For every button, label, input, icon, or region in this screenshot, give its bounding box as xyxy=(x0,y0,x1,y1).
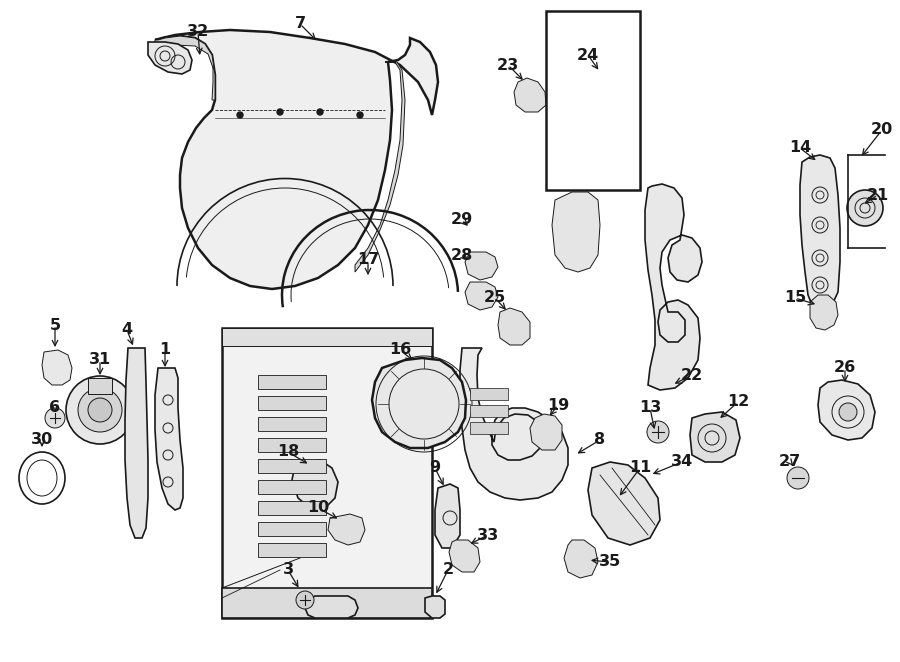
Text: 28: 28 xyxy=(451,248,473,263)
Polygon shape xyxy=(148,42,192,74)
Text: 2: 2 xyxy=(443,563,454,577)
Text: 1: 1 xyxy=(159,342,171,357)
Text: 27: 27 xyxy=(778,455,801,469)
Text: 31: 31 xyxy=(89,352,111,367)
Polygon shape xyxy=(465,282,498,310)
Text: 16: 16 xyxy=(389,342,411,357)
Circle shape xyxy=(839,403,857,421)
Polygon shape xyxy=(595,484,628,522)
Circle shape xyxy=(88,398,112,422)
Text: 14: 14 xyxy=(789,140,811,156)
Polygon shape xyxy=(88,378,112,394)
Circle shape xyxy=(317,109,323,115)
Circle shape xyxy=(66,376,134,444)
Circle shape xyxy=(237,112,243,118)
Text: 30: 30 xyxy=(31,432,53,448)
Polygon shape xyxy=(222,588,432,618)
Polygon shape xyxy=(292,460,338,508)
Polygon shape xyxy=(258,501,326,515)
Polygon shape xyxy=(470,422,508,434)
Polygon shape xyxy=(258,438,326,452)
Polygon shape xyxy=(155,368,183,510)
Text: 8: 8 xyxy=(594,432,606,448)
Circle shape xyxy=(647,421,669,443)
Polygon shape xyxy=(258,543,326,557)
Circle shape xyxy=(296,591,314,609)
Polygon shape xyxy=(155,36,215,100)
Polygon shape xyxy=(465,252,498,280)
Text: 26: 26 xyxy=(834,361,856,375)
Text: 21: 21 xyxy=(867,187,889,203)
Polygon shape xyxy=(222,328,432,618)
Polygon shape xyxy=(258,417,326,431)
Polygon shape xyxy=(514,78,546,112)
Polygon shape xyxy=(498,308,530,345)
Polygon shape xyxy=(328,514,365,545)
Polygon shape xyxy=(552,192,600,272)
Text: 12: 12 xyxy=(727,395,749,410)
Circle shape xyxy=(45,408,65,428)
Polygon shape xyxy=(460,348,568,500)
Polygon shape xyxy=(372,358,466,448)
Polygon shape xyxy=(530,414,562,450)
Text: 34: 34 xyxy=(670,455,693,469)
Text: 3: 3 xyxy=(283,563,293,577)
Text: 25: 25 xyxy=(484,291,506,305)
Text: 6: 6 xyxy=(50,401,60,416)
Text: 11: 11 xyxy=(629,461,651,475)
Text: 32: 32 xyxy=(187,24,209,40)
Text: 33: 33 xyxy=(477,528,500,542)
Text: 20: 20 xyxy=(871,122,893,138)
Polygon shape xyxy=(690,412,740,462)
Text: 18: 18 xyxy=(277,444,299,459)
Polygon shape xyxy=(355,62,405,272)
Polygon shape xyxy=(810,295,838,330)
Text: 24: 24 xyxy=(577,48,599,62)
Text: 19: 19 xyxy=(547,397,569,412)
Polygon shape xyxy=(470,388,508,400)
Circle shape xyxy=(78,388,122,432)
Polygon shape xyxy=(125,348,148,538)
Text: 23: 23 xyxy=(497,58,519,73)
Circle shape xyxy=(357,112,363,118)
Polygon shape xyxy=(800,155,840,308)
Text: 17: 17 xyxy=(357,252,379,267)
Polygon shape xyxy=(588,462,660,545)
Polygon shape xyxy=(470,405,508,417)
Text: 13: 13 xyxy=(639,401,662,416)
Polygon shape xyxy=(258,375,326,389)
Polygon shape xyxy=(645,184,702,390)
Polygon shape xyxy=(222,328,432,346)
Text: 5: 5 xyxy=(50,318,60,332)
Polygon shape xyxy=(818,380,875,440)
Polygon shape xyxy=(155,30,438,289)
Polygon shape xyxy=(449,540,480,572)
Text: 10: 10 xyxy=(307,500,329,516)
Polygon shape xyxy=(258,459,326,473)
Polygon shape xyxy=(425,596,445,618)
Circle shape xyxy=(787,467,809,489)
Text: 4: 4 xyxy=(122,322,132,338)
Polygon shape xyxy=(258,396,326,410)
Text: 7: 7 xyxy=(294,17,306,32)
Polygon shape xyxy=(258,522,326,536)
Polygon shape xyxy=(305,596,358,618)
Polygon shape xyxy=(564,540,598,578)
Circle shape xyxy=(847,190,883,226)
Circle shape xyxy=(277,109,283,115)
Text: 35: 35 xyxy=(598,555,621,569)
Text: 15: 15 xyxy=(784,291,806,305)
Text: 29: 29 xyxy=(451,213,473,228)
Polygon shape xyxy=(42,350,72,385)
Text: 22: 22 xyxy=(681,367,703,383)
Polygon shape xyxy=(435,484,460,548)
Polygon shape xyxy=(258,480,326,494)
Text: 9: 9 xyxy=(429,461,441,475)
